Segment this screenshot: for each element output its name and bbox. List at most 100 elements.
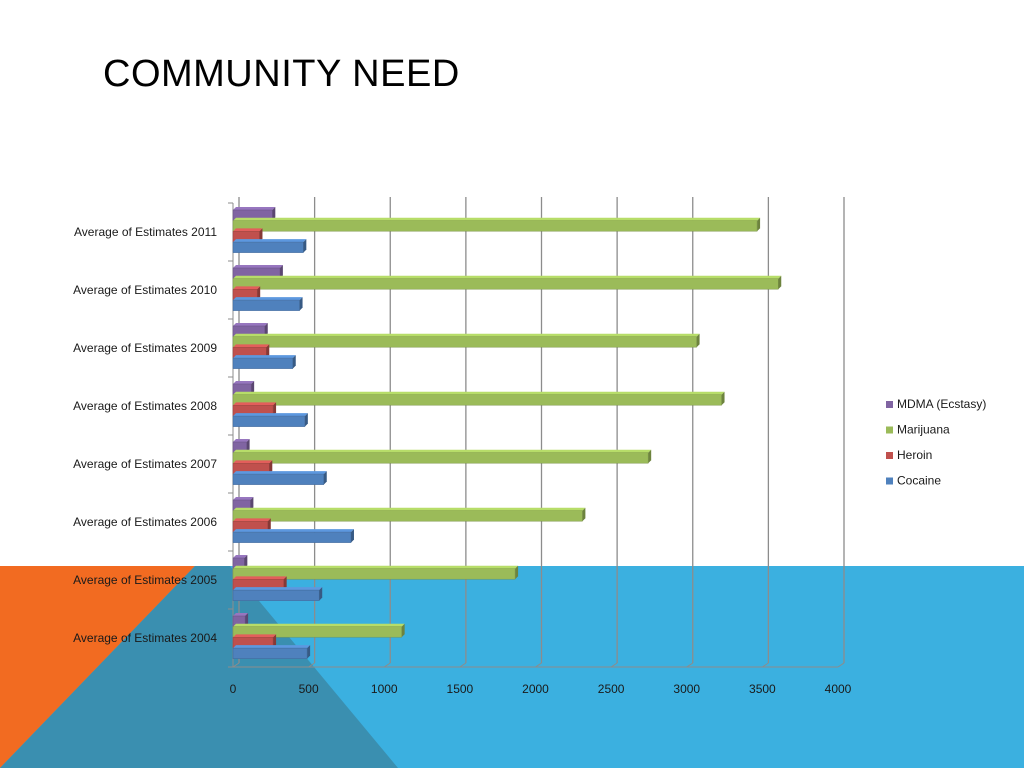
bar-end-mdma-ecstasy-6: [279, 265, 283, 279]
bar-end-mdma-ecstasy-0: [245, 613, 249, 627]
legend-label: Marijuana: [897, 423, 950, 437]
bar-top-heroin-4: [233, 402, 277, 406]
x-axis-tick-labels: 0 500 1000 1500 2000 2500 3000 3500 4000: [230, 682, 852, 696]
bar-marijuana-3: [232, 452, 649, 464]
bar-end-mdma-ecstasy-7: [272, 207, 276, 221]
bar-end-marijuana-5: [696, 333, 700, 348]
bar-cocaine-0: [232, 647, 308, 659]
gridline-floor-6: [686, 662, 694, 668]
legend-swatch: [886, 477, 893, 485]
bar-top-cocaine-5: [233, 355, 296, 359]
bar-top-mdma-ecstasy-2: [233, 497, 254, 500]
bar-end-cocaine-1: [319, 587, 323, 601]
legend-label: MDMA (Ecstasy): [897, 397, 986, 411]
bar-end-cocaine-7: [303, 239, 307, 253]
bar-end-heroin-0: [273, 634, 277, 648]
bar-cocaine-4: [232, 415, 306, 427]
gridline-floor-7: [762, 662, 769, 668]
bar-end-mdma-ecstasy-1: [244, 555, 248, 569]
legend-label: Heroin: [897, 448, 932, 462]
bar-top-mdma-ecstasy-0: [233, 613, 249, 616]
gridline-floor-0: [232, 662, 240, 668]
bar-end-cocaine-3: [323, 471, 327, 485]
legend-swatch: [886, 401, 893, 408]
bar-end-heroin-1: [283, 576, 287, 590]
bar-top-heroin-7: [233, 228, 263, 232]
bar-top-heroin-0: [233, 634, 277, 638]
bar-top-heroin-6: [233, 286, 261, 290]
bar-end-mdma-ecstasy-2: [250, 497, 254, 511]
bar-end-heroin-6: [257, 286, 261, 300]
bar-top-cocaine-2: [233, 529, 354, 533]
bar-top-cocaine-6: [233, 297, 303, 301]
category-label: Average of Estimates 2010: [73, 283, 217, 297]
bar-top-marijuana-2: [233, 507, 586, 511]
category-label: Average of Estimates 2008: [73, 399, 217, 413]
gridline-floor-8: [837, 662, 845, 668]
bar-top-mdma-ecstasy-4: [233, 381, 255, 384]
gridline-floor-4: [535, 662, 542, 668]
bar-top-mdma-ecstasy-7: [233, 207, 276, 210]
bar-cocaine-6: [232, 299, 300, 311]
bar-cocaine-5: [232, 357, 293, 369]
bar-end-heroin-2: [267, 518, 271, 532]
bar-marijuana-0: [232, 626, 402, 638]
bar-marijuana-5: [232, 336, 697, 348]
bar-marijuana-2: [232, 510, 583, 522]
bar-end-marijuana-2: [582, 507, 586, 522]
x-tick-label: 500: [299, 682, 319, 696]
slide-title: COMMUNITY NEED: [103, 53, 460, 95]
bar-end-heroin-7: [259, 228, 263, 242]
bar-top-marijuana-6: [233, 275, 782, 279]
bar-cocaine-2: [232, 531, 352, 543]
bar-end-marijuana-1: [515, 565, 519, 580]
gridline-floor-3: [459, 662, 467, 668]
gridline-floor-2: [383, 662, 391, 668]
bar-top-marijuana-0: [233, 623, 405, 627]
bar-end-cocaine-4: [304, 413, 308, 427]
gridline-floor-5: [610, 662, 618, 668]
gridline-floor-1: [308, 662, 315, 668]
x-tick-label: 3500: [749, 682, 776, 696]
bar-end-cocaine-6: [299, 297, 303, 311]
bar-end-heroin-5: [266, 344, 270, 358]
bar-top-heroin-2: [233, 518, 271, 522]
bar-top-cocaine-4: [233, 413, 308, 417]
legend-swatch: [886, 426, 893, 434]
bar-top-heroin-3: [233, 460, 273, 464]
category-label: Average of Estimates 2006: [73, 515, 217, 529]
bar-end-marijuana-0: [401, 623, 405, 638]
bar-end-mdma-ecstasy-4: [251, 381, 255, 395]
bar-cocaine-7: [232, 241, 304, 253]
category-label: Average of Estimates 2004: [73, 631, 217, 645]
bar-end-heroin-3: [269, 460, 273, 474]
legend-swatch: [886, 452, 893, 459]
bar-cocaine-3: [232, 473, 324, 485]
bar-marijuana-6: [232, 278, 779, 290]
bar-end-heroin-4: [273, 402, 277, 416]
bar-top-mdma-ecstasy-1: [233, 555, 248, 558]
bar-top-marijuana-4: [233, 391, 725, 395]
bar-end-mdma-ecstasy-5: [264, 323, 268, 337]
bar-marijuana-4: [232, 394, 722, 406]
bar-cocaine-1: [232, 589, 320, 601]
x-tick-label: 4000: [825, 682, 852, 696]
bar-top-cocaine-3: [233, 471, 327, 475]
bar-top-heroin-5: [233, 344, 270, 348]
bar-top-mdma-ecstasy-3: [233, 439, 250, 442]
bar-top-mdma-ecstasy-5: [233, 323, 268, 326]
category-label: Average of Estimates 2005: [73, 573, 217, 587]
bar-top-marijuana-3: [233, 449, 652, 453]
bar-marijuana-7: [232, 220, 758, 232]
bar-end-cocaine-0: [307, 645, 311, 659]
overlap-triangle: [0, 566, 398, 768]
bar-end-cocaine-5: [292, 355, 296, 369]
x-tick-label: 3000: [673, 682, 700, 696]
legend-label: Cocaine: [897, 474, 941, 488]
bar-end-marijuana-7: [757, 217, 761, 232]
bar-end-marijuana-6: [778, 275, 782, 290]
legend: MDMA (Ecstasy) Marijuana Heroin Cocaine: [886, 397, 986, 488]
bar-top-marijuana-1: [233, 565, 519, 569]
